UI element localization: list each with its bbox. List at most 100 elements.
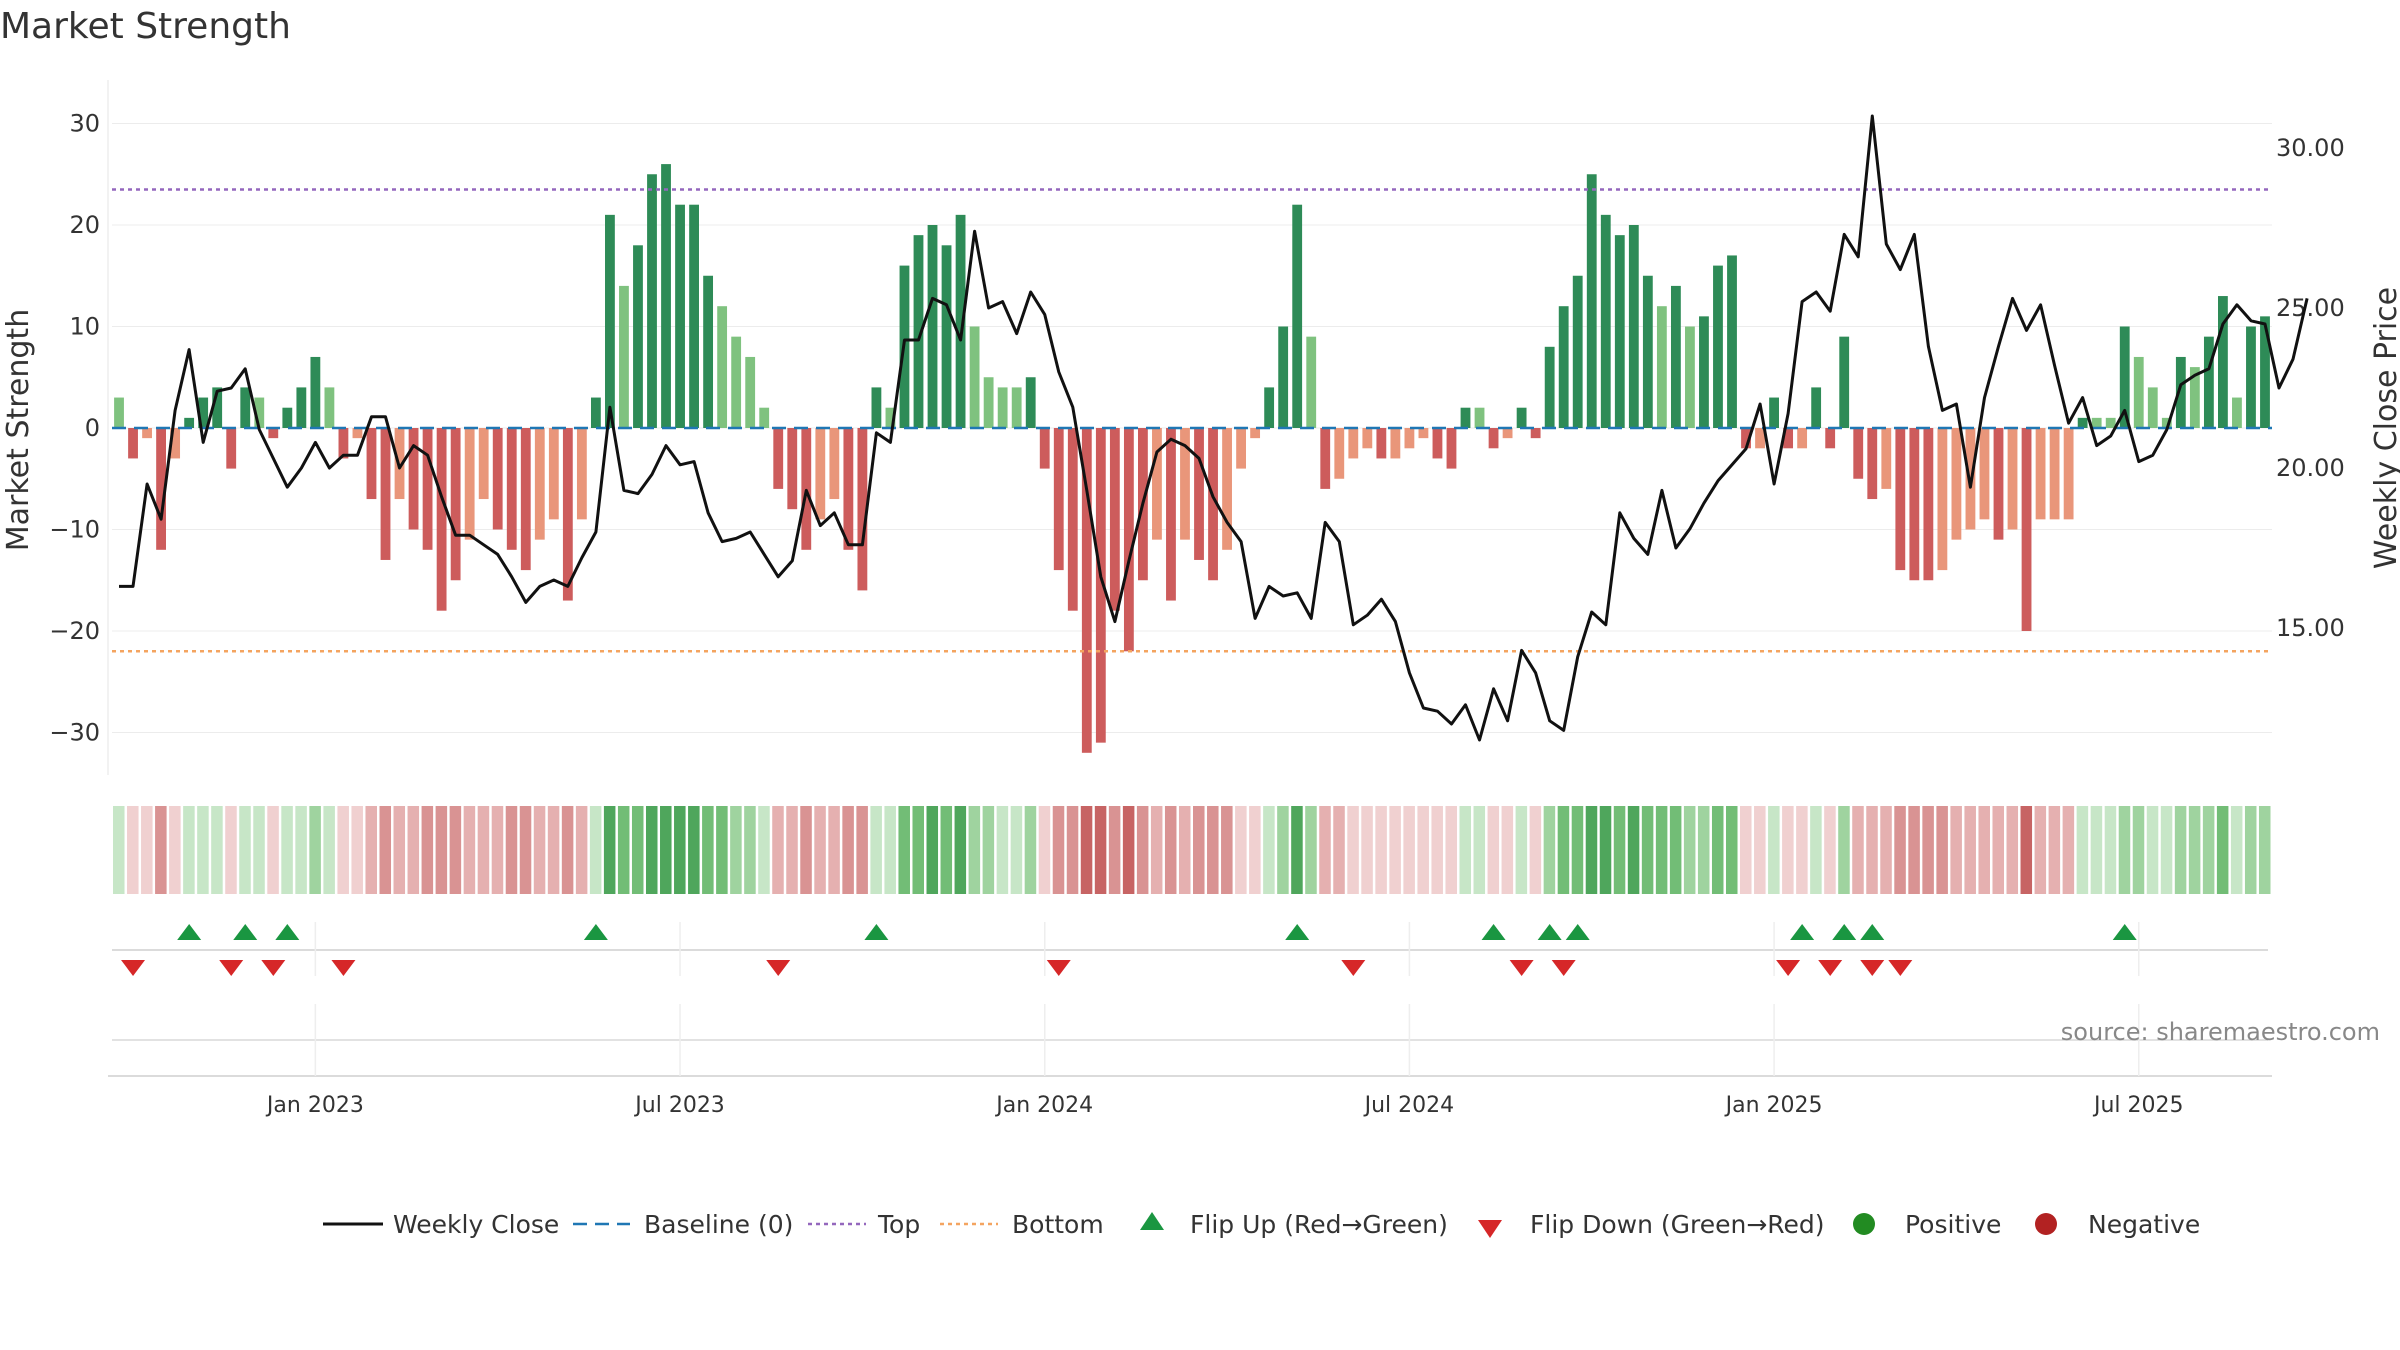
heat-cell [1066,806,1079,894]
heat-cell [183,806,195,894]
heat-cell [730,806,742,894]
heat-cell [211,806,223,894]
strength-bar [590,397,601,428]
heat-cell [365,806,377,894]
heat-cell [1585,806,1598,894]
flip-up-marker [864,924,889,940]
x-tick-label: Jan 2025 [1724,1093,1823,1118]
strength-bar [324,387,335,428]
heat-cell [1838,806,1850,894]
heat-cell [1375,806,1387,894]
heat-cell [1501,806,1514,894]
heat-cell [547,806,560,894]
strength-bar [619,285,629,428]
right-tick-label: 20.00 [2276,454,2345,482]
strength-bar [1348,428,1359,459]
legend-flip-down: Flip Down (Green→Red) [1530,1210,1825,1239]
heat-cell [225,806,237,894]
flip-up-marker [1860,924,1885,940]
strength-bar [801,428,812,550]
strength-bar [1376,428,1387,459]
strength-bar [2119,326,2130,428]
heat-cell [2076,806,2089,894]
strength-bar [436,428,447,611]
heat-cell [1964,806,1976,894]
heat-cell [842,806,854,894]
heat-cell [800,806,812,894]
flip-up-marker [177,924,202,940]
heat-cell [702,806,714,894]
legend-weekly-close: Weekly Close [393,1210,559,1239]
heat-cell [744,806,756,894]
weekly-close-line [119,114,2309,742]
strength-bar [2077,417,2088,428]
strength-bar [997,387,1008,428]
x-axis: Jan 2023 Jul 2023 Jan 2024 Jul 2024 Jan 2025… [108,922,2272,1118]
heat-cell [1291,806,1303,894]
heat-cell [617,806,630,894]
strength-bar [1123,428,1134,652]
heat-cell [127,806,139,894]
strength-bar [1404,428,1415,449]
strength-bar [1909,428,1920,581]
heat-cell [1305,806,1317,894]
heat-cell [1922,806,1934,894]
flip-up-marker [1481,924,1506,940]
strength-heat-strip [113,806,2271,894]
heat-cell [1361,806,1373,894]
heat-cell [1894,806,1906,894]
left-tick-label: −10 [49,516,100,544]
flip-up-marker [583,924,608,940]
heat-cell [197,806,209,894]
heat-cell [1627,806,1640,894]
heat-cell [323,806,335,894]
strength-bar [422,428,433,550]
strength-bar [2246,326,2256,428]
heat-cell [1908,806,1920,894]
strength-bar [2189,367,2200,428]
heat-cell [2230,806,2243,894]
strength-bar [352,428,363,439]
flip-down-marker [331,960,356,976]
heat-cell [1010,806,1023,894]
heat-cell [463,806,476,894]
strength-bar [927,225,938,428]
flip-down-marker [1818,960,1843,976]
legend-baseline: Baseline (0) [644,1210,793,1239]
heat-cell [1655,806,1668,894]
heat-cell [561,806,574,894]
strength-bar [1811,387,1822,428]
flip-down-marker [1860,960,1885,976]
heat-cell [1557,806,1570,894]
flip-down-marker [261,960,286,976]
strength-bar [492,428,503,530]
legend-negative: Negative [2088,1210,2200,1239]
heat-cell [2160,806,2173,894]
legend-negative-icon [2035,1213,2057,1235]
strength-bar [296,387,307,428]
heat-cell [716,806,728,894]
flip-down-marker [766,960,791,976]
legend-positive-icon [1853,1213,1875,1235]
heat-cell [351,806,363,894]
flip-down-marker [1509,960,1534,976]
heat-cell [2104,806,2117,894]
heat-cell [2034,806,2047,894]
strength-bar [1670,285,1681,428]
flip-up-marker [1790,924,1815,940]
heat-cell [814,806,826,894]
heat-cell [940,806,953,894]
heat-cell [2244,806,2257,894]
heat-cell [1094,806,1107,894]
heat-cell [2216,806,2229,894]
strength-bar [1488,428,1499,449]
heat-cell [688,806,700,894]
heat-cell [1038,806,1051,894]
weekly-close-series [119,114,2309,742]
strength-bar [282,407,293,428]
strength-bar [2218,296,2228,428]
strength-bar [1180,428,1190,540]
heat-cell [239,806,251,894]
strength-bar [857,428,868,591]
right-axis-ticks: 30.00 25.00 20.00 15.00 [2276,134,2345,642]
